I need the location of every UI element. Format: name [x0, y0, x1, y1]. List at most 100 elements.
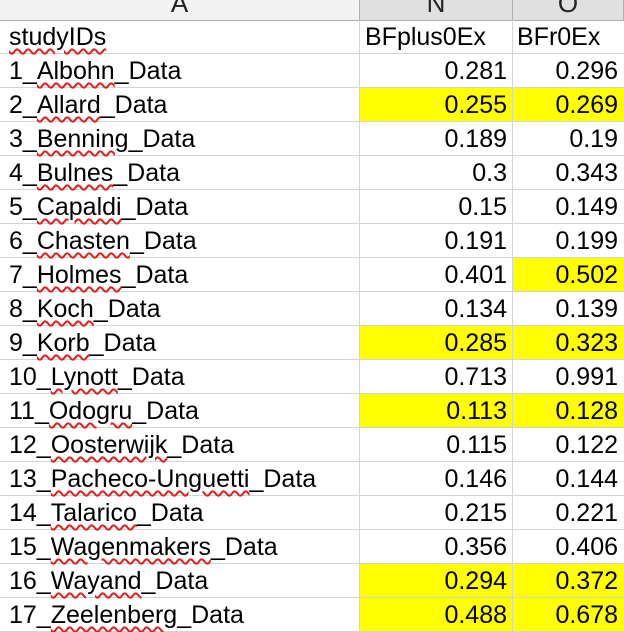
study-id-number: 14_: [9, 499, 51, 527]
cell-bfr0ex-header[interactable]: BFr0Ex: [513, 20, 624, 54]
table-row: 12_Oosterwijk_Data 0.115 0.122: [0, 428, 624, 462]
study-id-suffix: _Data: [141, 567, 209, 595]
cell-bfr0ex[interactable]: 0.144: [513, 462, 624, 496]
study-id-suffix: _Data: [114, 57, 182, 85]
study-id-number: 6_: [9, 227, 37, 255]
cell-study-id[interactable]: 16_Wayand_Data: [0, 564, 360, 598]
cell-study-id[interactable]: 12_Oosterwijk_Data: [0, 428, 360, 462]
study-id-name: Korb: [36, 329, 90, 357]
cell-bfr0ex[interactable]: 0.128: [513, 394, 624, 428]
cell-bfplus0ex[interactable]: 0.3: [360, 156, 513, 190]
cell-study-id[interactable]: 7_Holmes_Data: [0, 258, 360, 292]
cell-bfplus0ex[interactable]: 0.281: [360, 54, 513, 88]
cell-grid: studyIDs BFplus0Ex BFr0Ex 1_Albohn_Data 0…: [0, 20, 624, 632]
column-header-a[interactable]: A: [0, 0, 360, 20]
study-id-suffix: _Data: [93, 295, 161, 323]
cell-bfplus0ex[interactable]: 0.146: [360, 462, 513, 496]
column-headers: A N O: [0, 0, 624, 21]
cell-bfplus0ex-header[interactable]: BFplus0Ex: [360, 20, 513, 54]
column-header-o[interactable]: O: [513, 0, 624, 20]
study-id-number: 7_: [9, 261, 37, 289]
cell-bfr0ex[interactable]: 0.502: [513, 258, 624, 292]
cell-bfr0ex[interactable]: 0.343: [513, 156, 624, 190]
cell-study-id[interactable]: 15_Wagenmakers_Data: [0, 530, 360, 564]
study-id-suffix: _Data: [117, 363, 185, 391]
cell-study-id[interactable]: 4_Bulnes_Data: [0, 156, 360, 190]
cell-study-id[interactable]: 1_Albohn_Data: [0, 54, 360, 88]
cell-bfr0ex[interactable]: 0.296: [513, 54, 624, 88]
table-row: 16_Wayand_Data 0.294 0.372: [0, 564, 624, 598]
cell-bfr0ex[interactable]: 0.678: [513, 598, 624, 632]
cell-bfplus0ex[interactable]: 0.356: [360, 530, 513, 564]
cell-bfplus0ex[interactable]: 0.15: [360, 190, 513, 224]
study-id-suffix: _Data: [100, 91, 168, 119]
study-id-suffix: _Data: [89, 329, 157, 357]
study-id-suffix: _Data: [210, 533, 278, 561]
cell-study-id[interactable]: 3_Benning_Data: [0, 122, 360, 156]
cell-bfplus0ex[interactable]: 0.134: [360, 292, 513, 326]
cell-bfr0ex[interactable]: 0.199: [513, 224, 624, 258]
header-studyids-text: studyIDs: [9, 23, 107, 51]
table-row: 9_Korb_Data 0.285 0.323: [0, 326, 624, 360]
study-id-suffix: _Data: [132, 397, 199, 425]
cell-study-id[interactable]: 5_Capaldi_Data: [0, 190, 360, 224]
cell-studyids-header[interactable]: studyIDs: [0, 20, 360, 54]
cell-study-id[interactable]: 8_Koch_Data: [0, 292, 360, 326]
cell-study-id[interactable]: 9_Korb_Data: [0, 326, 360, 360]
cell-study-id[interactable]: 17_Zeelenberg_Data: [0, 598, 360, 632]
cell-bfplus0ex[interactable]: 0.713: [360, 360, 513, 394]
cell-bfr0ex[interactable]: 0.149: [513, 190, 624, 224]
study-id-name: Oosterwijk: [50, 431, 168, 459]
study-id-suffix: _Data: [113, 159, 180, 187]
study-id-suffix: _Data: [121, 193, 189, 221]
data-rows: 1_Albohn_Data 0.281 0.296 2_Allard_Data 0.25…: [0, 54, 624, 632]
cell-bfr0ex[interactable]: 0.372: [513, 564, 624, 598]
cell-bfplus0ex[interactable]: 0.294: [360, 564, 513, 598]
study-id-name: Capaldi: [36, 193, 122, 221]
cell-bfr0ex[interactable]: 0.221: [513, 496, 624, 530]
study-id-suffix: _Data: [129, 227, 197, 255]
study-id-number: 2_: [9, 91, 37, 119]
study-id-name: Lynott: [50, 363, 118, 391]
cell-bfplus0ex[interactable]: 0.488: [360, 598, 513, 632]
cell-bfplus0ex[interactable]: 0.115: [360, 428, 513, 462]
cell-study-id[interactable]: 14_Talarico_Data: [0, 496, 360, 530]
cell-study-id[interactable]: 2_Allard_Data: [0, 88, 360, 122]
study-id-name: Odogru: [48, 397, 133, 425]
cell-bfplus0ex[interactable]: 0.191: [360, 224, 513, 258]
cell-bfplus0ex[interactable]: 0.285: [360, 326, 513, 360]
table-row: 5_Capaldi_Data 0.15 0.149: [0, 190, 624, 224]
cell-bfr0ex[interactable]: 0.323: [513, 326, 624, 360]
cell-bfplus0ex[interactable]: 0.215: [360, 496, 513, 530]
cell-bfr0ex[interactable]: 0.19: [513, 122, 624, 156]
cell-bfplus0ex[interactable]: 0.189: [360, 122, 513, 156]
cell-bfr0ex[interactable]: 0.406: [513, 530, 624, 564]
cell-bfr0ex[interactable]: 0.991: [513, 360, 624, 394]
study-id-number: 15_: [9, 533, 51, 561]
table-row: 6_Chasten_Data 0.191 0.199: [0, 224, 624, 258]
study-id-name: Holmes: [36, 261, 122, 289]
study-id-number: 10_: [9, 363, 51, 391]
cell-bfplus0ex[interactable]: 0.113: [360, 394, 513, 428]
table-row: 11_Odogru_Data 0.113 0.128: [0, 394, 624, 428]
cell-study-id[interactable]: 6_Chasten_Data: [0, 224, 360, 258]
study-id-number: 1_: [9, 57, 37, 85]
cell-study-id[interactable]: 13_Pacheco-Unguetti_Data: [0, 462, 360, 496]
cell-bfr0ex[interactable]: 0.269: [513, 88, 624, 122]
table-row: 4_Bulnes_Data 0.3 0.343: [0, 156, 624, 190]
cell-bfr0ex[interactable]: 0.122: [513, 428, 624, 462]
cell-bfr0ex[interactable]: 0.139: [513, 292, 624, 326]
study-id-name: Benning: [36, 125, 129, 153]
cell-study-id[interactable]: 10_Lynott_Data: [0, 360, 360, 394]
column-header-n[interactable]: N: [360, 0, 513, 20]
study-id-name: Talarico: [50, 499, 137, 527]
cell-bfplus0ex[interactable]: 0.401: [360, 258, 513, 292]
study-id-name: Albohn: [36, 57, 115, 85]
table-row: 10_Lynott_Data 0.713 0.991: [0, 360, 624, 394]
cell-study-id[interactable]: 11_Odogru_Data: [0, 394, 360, 428]
cell-bfplus0ex[interactable]: 0.255: [360, 88, 513, 122]
table-row: 17_Zeelenberg_Data 0.488 0.678: [0, 598, 624, 632]
study-id-number: 8_: [9, 295, 37, 323]
study-id-name: Allard: [36, 91, 101, 119]
